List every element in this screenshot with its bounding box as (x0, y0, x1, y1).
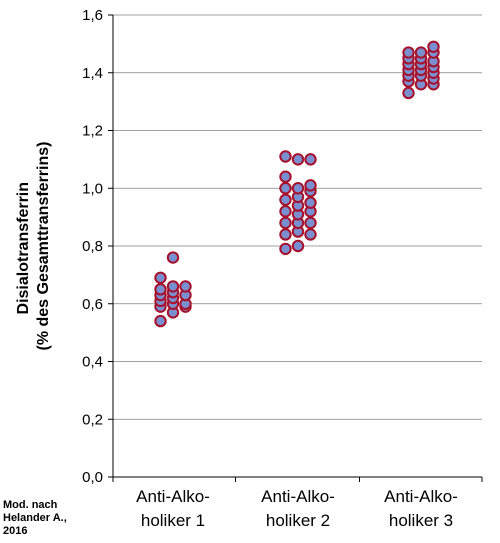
x-category-label-line: holiker 2 (266, 511, 330, 530)
y-tick-label: 0,8 (82, 238, 103, 255)
data-point (279, 170, 292, 183)
y-tick-label: 1,6 (82, 7, 103, 24)
source-note-line-2: Helander A., (3, 512, 67, 524)
data-point (279, 228, 292, 241)
data-point (154, 314, 167, 328)
x-category-label-line: Anti-Alko- (261, 487, 335, 506)
data-point (154, 271, 167, 284)
data-point (166, 280, 180, 293)
y-tick-label: 0,6 (82, 296, 103, 313)
y-tick-label: 0,2 (82, 411, 103, 428)
x-category-label-line: Anti-Alko- (384, 487, 458, 506)
data-point (304, 216, 317, 230)
x-category-label: Anti-Alko-holiker 1 (136, 487, 210, 530)
data-point (279, 182, 292, 195)
y-tick-label: 0,4 (82, 354, 103, 371)
data-point (304, 196, 317, 209)
data-points (154, 40, 440, 328)
data-point (427, 40, 440, 53)
data-point (304, 153, 317, 166)
data-point (154, 283, 167, 296)
data-point (279, 216, 292, 230)
source-note-line-1: Mod. nach (3, 499, 58, 511)
data-point (179, 280, 192, 293)
data-point (279, 193, 292, 207)
data-point (291, 182, 305, 195)
x-category-label-line: holiker 1 (141, 511, 205, 530)
data-point (291, 239, 305, 253)
data-point (402, 86, 415, 100)
data-point (304, 179, 317, 192)
y-tick-label: 1,2 (82, 123, 103, 140)
y-tick-label: 0,0 (82, 469, 103, 486)
data-point (402, 46, 415, 59)
y-tick-label: 1,4 (82, 65, 103, 82)
y-axis-title: Disialotransferrin (% des Gesamttransfer… (15, 142, 52, 351)
data-point (414, 46, 428, 59)
data-point (304, 228, 317, 241)
data-point (279, 242, 292, 256)
data-point (166, 251, 180, 264)
x-category-label: Anti-Alko-holiker 2 (261, 487, 335, 530)
x-category-label-line: holiker 3 (389, 511, 453, 530)
source-note-line-3: 2016 (3, 525, 27, 537)
y-tick-label: 1,0 (82, 180, 103, 197)
data-point (279, 205, 292, 218)
data-point (291, 153, 305, 166)
y-axis: 0,0 0,2 0,4 0,6 0,8 1,0 1,2 1,4 1,6 (82, 7, 114, 486)
x-category-label-line: Anti-Alko- (136, 487, 210, 506)
x-category-label: Anti-Alko-holiker 3 (384, 487, 458, 530)
source-note: Mod. nach Helander A., 2016 (3, 499, 70, 537)
y-axis-title-line-2: (% des Gesamttransferrins) (35, 142, 52, 351)
y-axis-title-line-1: Disialotransferrin (15, 182, 32, 314)
data-point (279, 150, 292, 163)
